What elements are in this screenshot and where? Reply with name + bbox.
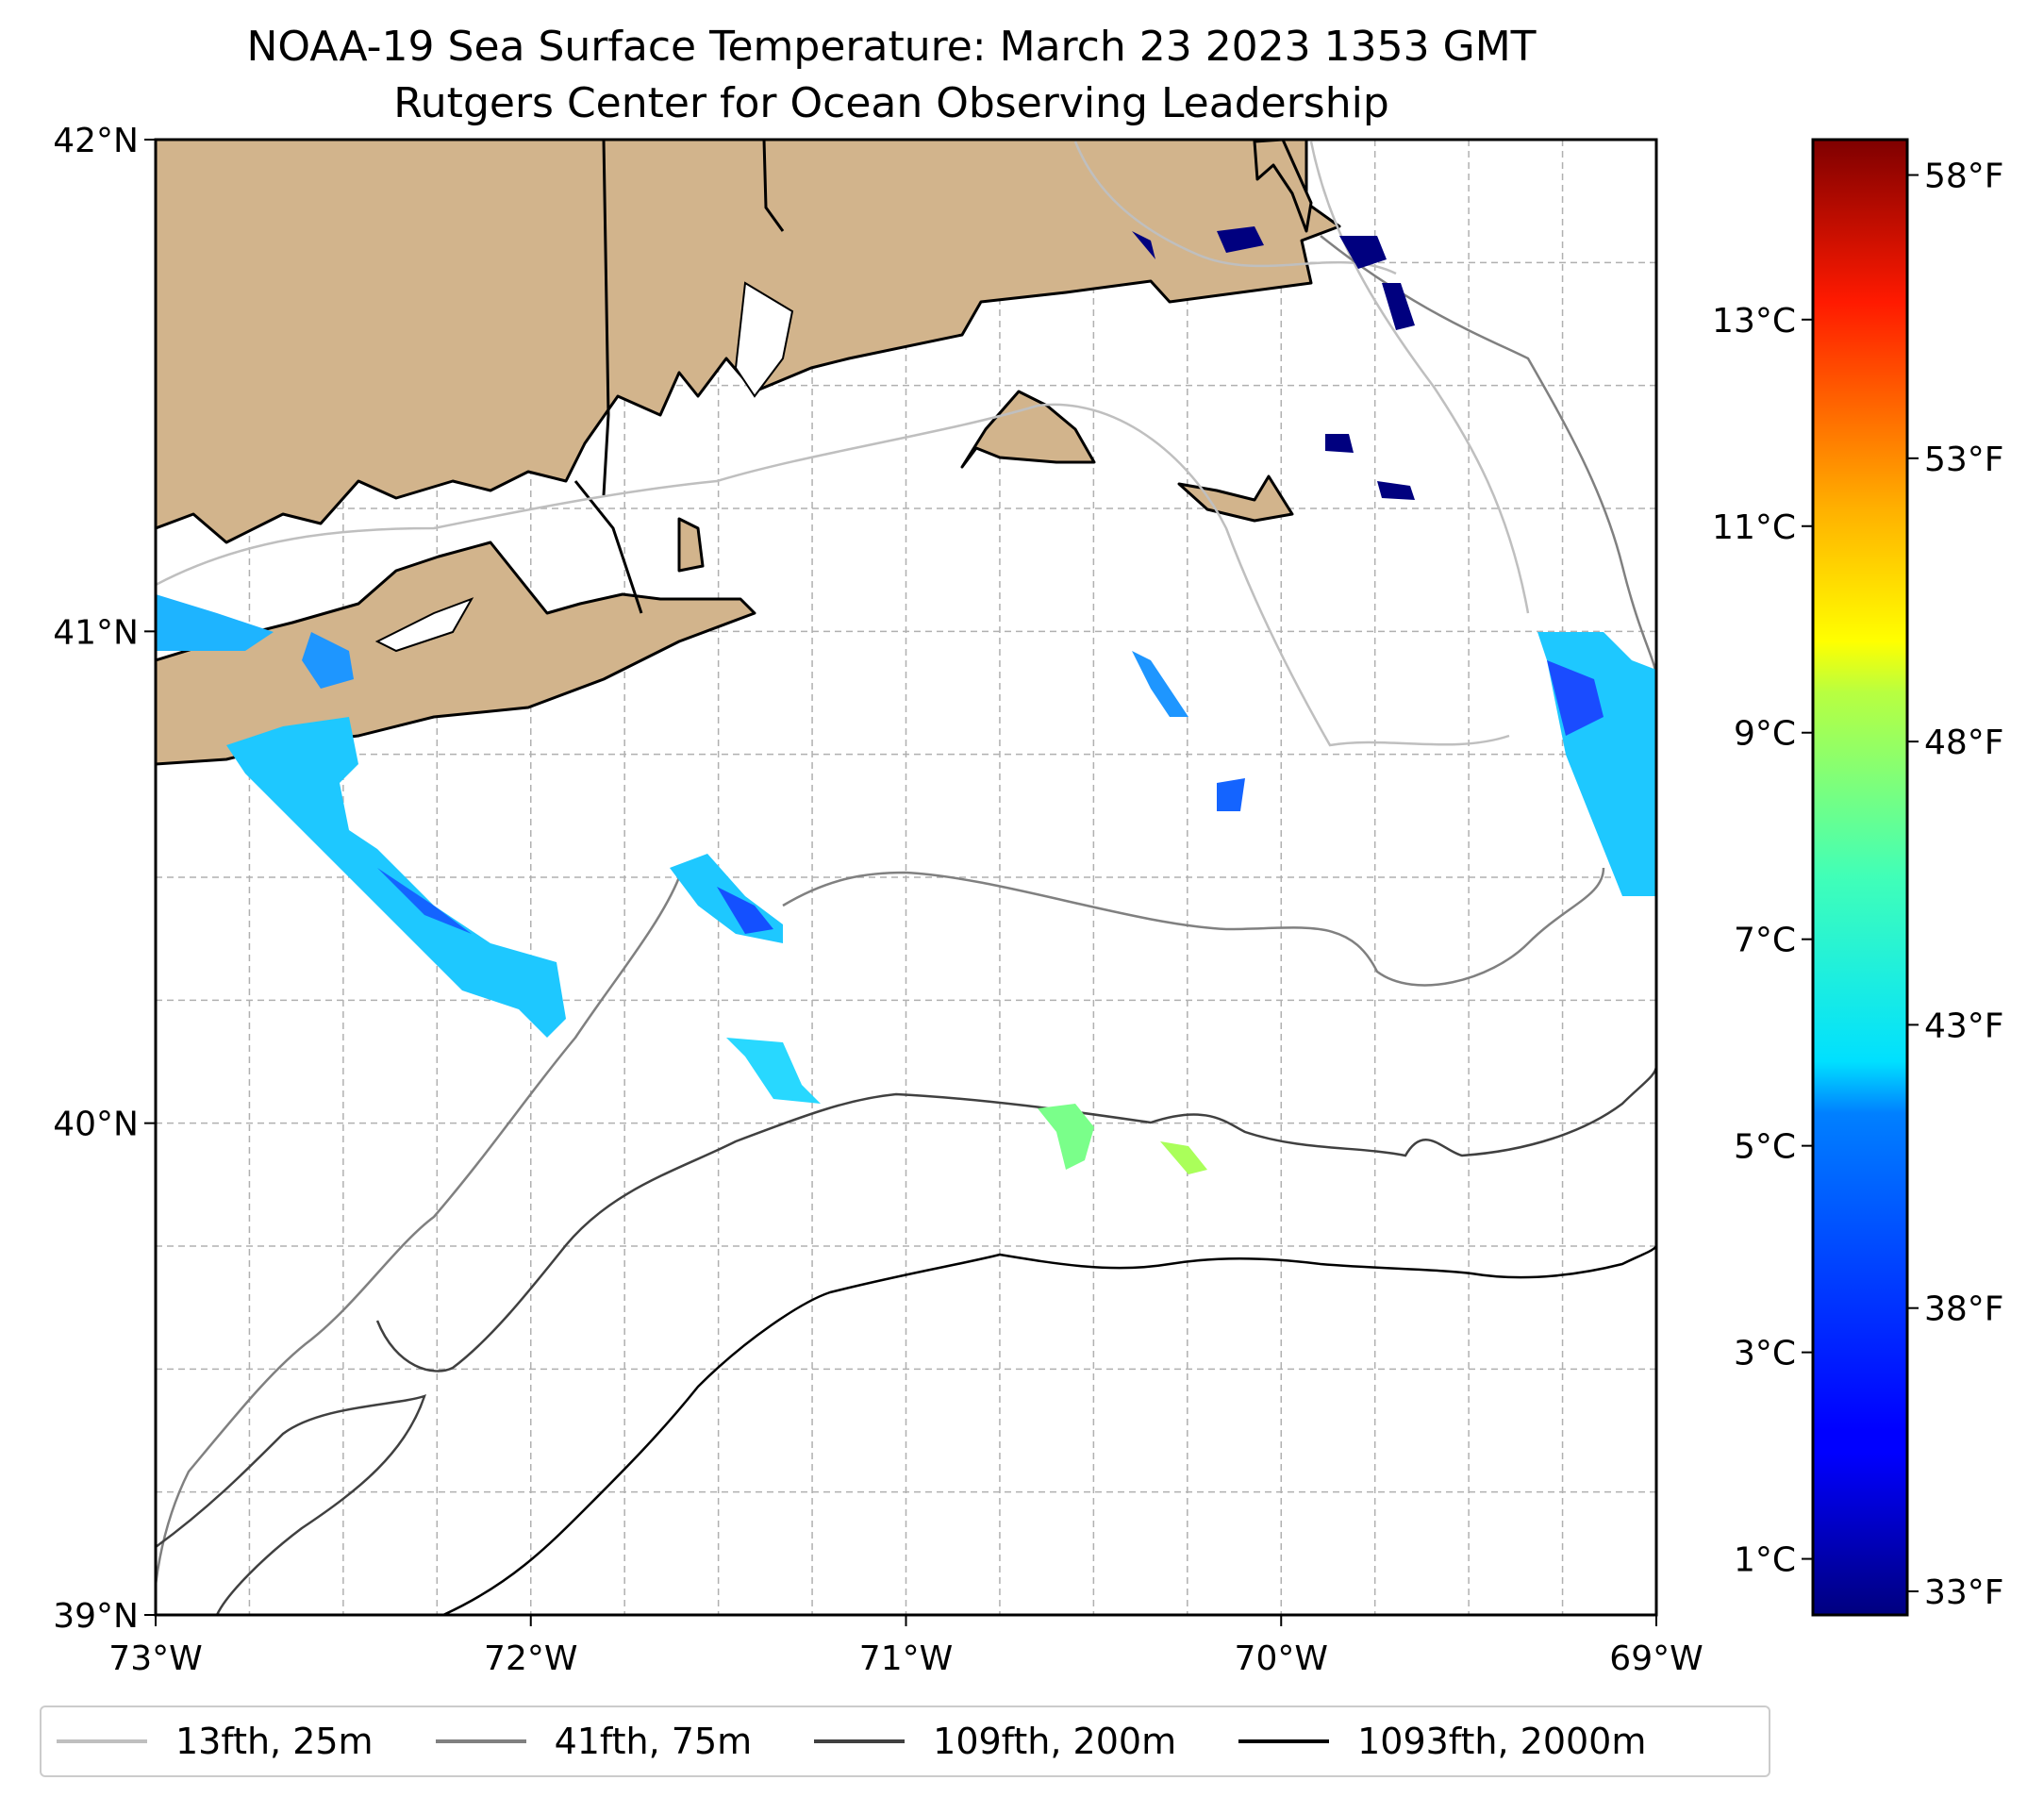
celsius-tick-label: 3°C [1734,1335,1796,1373]
legend-label: 41fth, 75m [554,1721,753,1762]
colorbar [1811,138,1909,1617]
celsius-tick-label: 13°C [1712,302,1796,341]
y-tick-label: 42°N [53,122,139,160]
fahrenheit-tick-label: 38°F [1924,1290,2004,1329]
legend-item: 41fth, 75m [435,1721,753,1762]
fahrenheit-tick-label: 33°F [1924,1573,2004,1612]
celsius-tick-label: 1°C [1734,1541,1796,1580]
legend-item: 1093fth, 2000m [1238,1721,1646,1762]
legend-line-swatch [435,1739,526,1743]
legend-label: 1093fth, 2000m [1357,1721,1647,1762]
celsius-tick-label: 11°C [1712,508,1796,547]
y-tick-label: 39°N [53,1597,139,1636]
fahrenheit-tick-label: 43°F [1924,1007,2004,1045]
legend-item: 109fth, 200m [814,1721,1176,1762]
celsius-tick-label: 9°C [1734,715,1796,754]
contour-25m [156,141,1530,747]
x-axis-ticks: 73°W 72°W 71°W 70°W 69°W [108,1615,1703,1678]
legend-line-swatch [57,1739,147,1743]
map-subtitle: Rutgers Center for Ocean Observing Leade… [393,79,1389,127]
x-tick-label: 70°W [1235,1639,1328,1678]
fahrenheit-tick-label: 58°F [1924,158,2004,196]
map-title: NOAA-19 Sea Surface Temperature: March 2… [246,23,1537,71]
legend-label: 109fth, 200m [933,1721,1177,1762]
colorbar-fahrenheit-ticks: 58°F 53°F 48°F 43°F 38°F 33°F [1907,158,2004,1612]
bay-water [374,281,794,653]
legend-line-swatch [814,1739,906,1743]
celsius-tick-label: 7°C [1734,922,1796,960]
contour-75m [156,235,1656,1586]
x-tick-label: 72°W [484,1639,577,1678]
y-axis-ticks: 42°N 41°N 40°N 39°N [53,122,156,1636]
contour-2000m [442,1244,1656,1615]
fahrenheit-tick-label: 48°F [1924,724,2004,762]
state-borders [573,140,785,614]
x-tick-label: 71°W [859,1639,953,1678]
y-tick-label: 41°N [53,613,139,652]
colorbar-celsius-ticks: 13°C 11°C 9°C 7°C 5°C 3°C 1°C [1712,302,1813,1580]
legend-line-swatch [1238,1739,1330,1743]
fahrenheit-tick-label: 53°F [1924,441,2004,479]
x-tick-label: 73°W [108,1639,202,1678]
x-tick-label: 69°W [1609,1639,1703,1678]
sst-data [156,226,1656,1174]
y-tick-label: 40°N [53,1106,139,1144]
legend-item: 13fth, 25m [57,1721,374,1762]
celsius-tick-label: 5°C [1734,1128,1796,1167]
depth-legend: 13fth, 25m 41fth, 75m 109fth, 200m 1093fth,… [40,1705,1770,1777]
legend-label: 13fth, 25m [175,1721,374,1762]
